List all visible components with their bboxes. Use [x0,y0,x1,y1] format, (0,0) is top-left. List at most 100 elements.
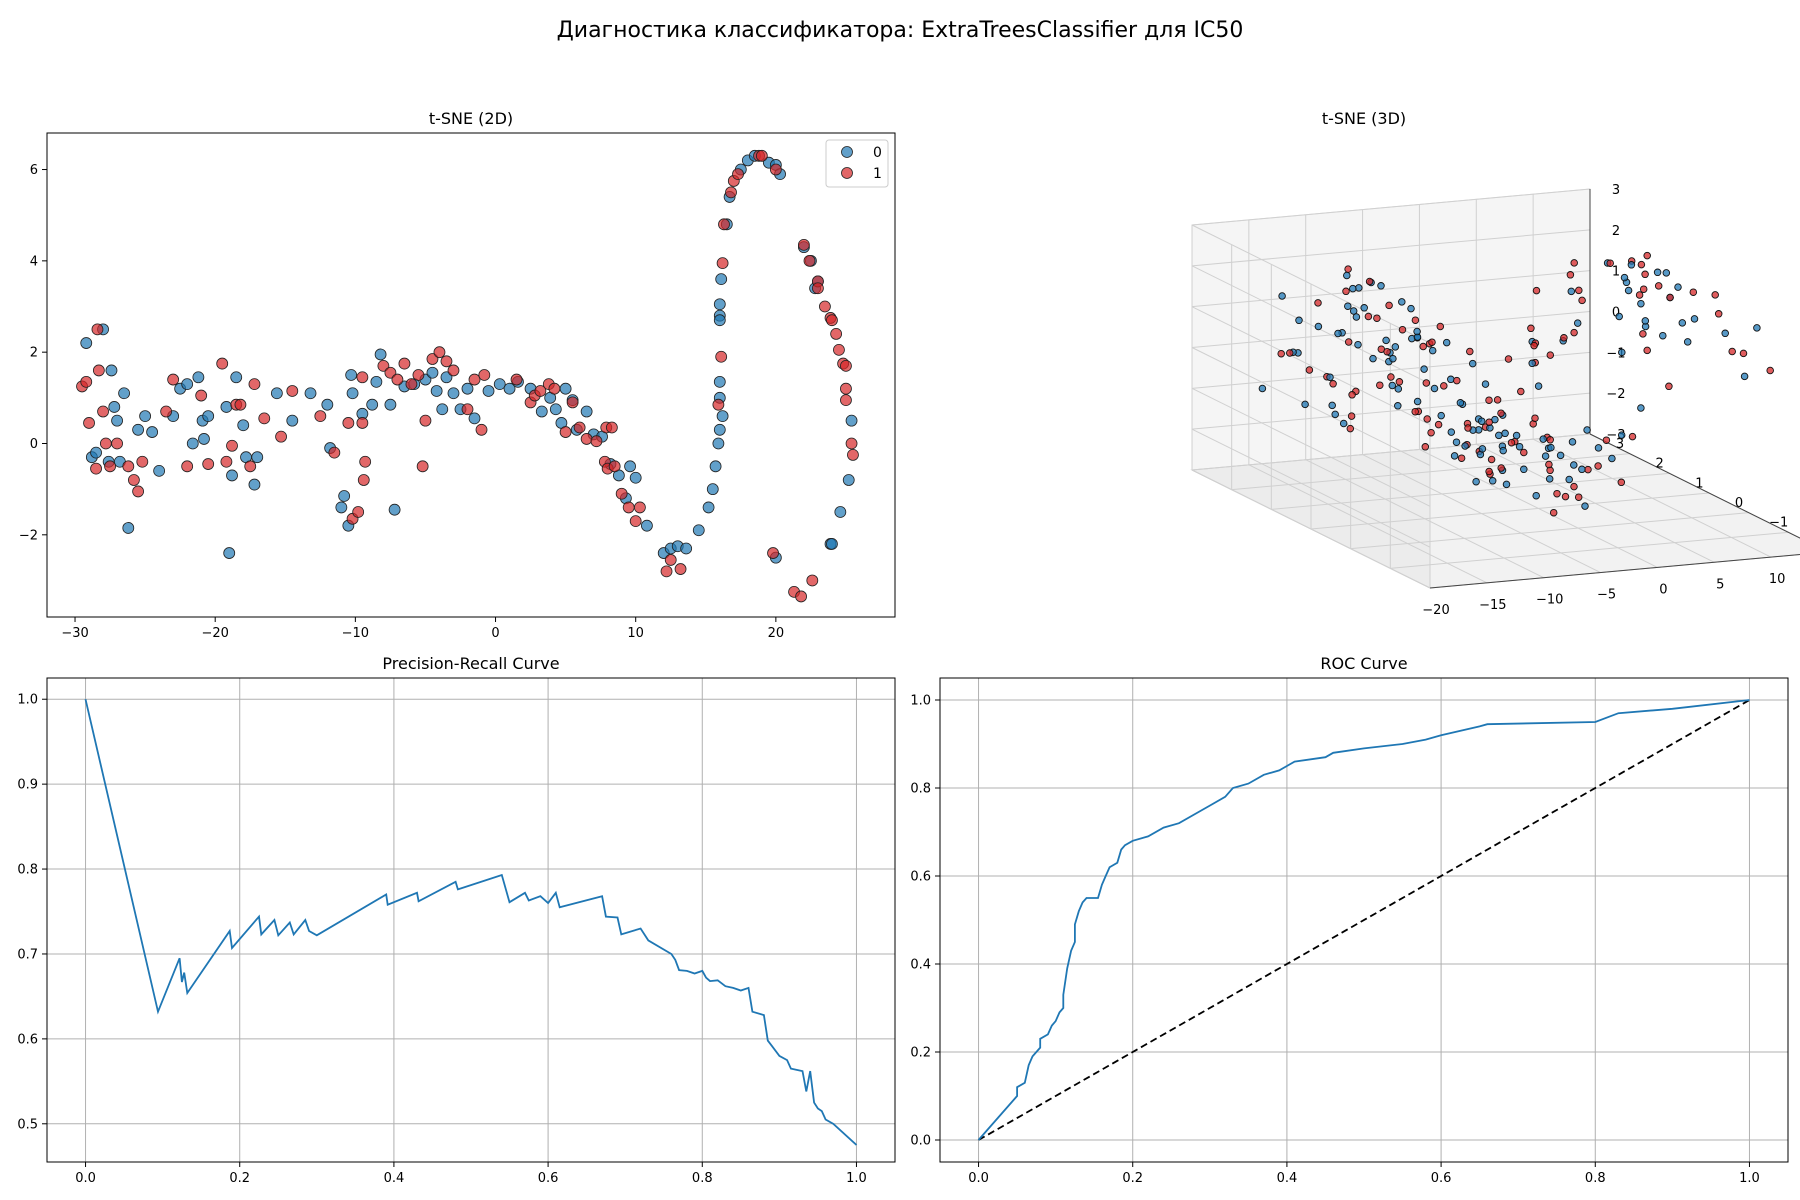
scatter-point-3d [1326,373,1334,381]
scatter-point-class-0 [223,547,236,559]
scatter-point-class-1 [548,382,561,395]
scatter-point-3d [1527,324,1535,333]
scatter-point-class-0 [286,414,299,427]
scatter-point-class-1 [674,563,687,575]
scatter-point-3d [1344,265,1352,273]
scatter-point-class-0 [713,298,726,311]
scatter-point-3d [1507,438,1516,447]
scatter-point-3d [1517,387,1525,396]
scatter-point-class-0 [139,410,152,422]
scatter-point-class-0 [715,273,728,286]
scatter-point-class-0 [181,378,194,391]
scatter-point-3d [1466,347,1474,356]
scatter-point-3d [1346,424,1355,433]
scatter-point-class-0 [709,460,722,473]
scatter-point-3d [1520,465,1528,474]
scatter-point-3d [1541,452,1550,460]
scatter-point-3d [1495,431,1503,440]
scatter-point-3d [1347,412,1356,420]
scatter-point-3d [1420,365,1428,373]
scatter-point-3d [1753,324,1761,332]
scatter-point-3d [1354,340,1362,349]
scatter-point-3d [1639,285,1648,293]
scatter-point-3d [1389,354,1397,363]
scatter-point-class-1 [566,396,579,409]
x-tick-label: −20 [1422,603,1449,618]
grid-line [1191,351,1591,389]
x-tick-label: 0.6 [1431,1171,1452,1186]
scatter-point-3d [1627,261,1636,269]
scatter-point-class-1 [633,501,646,514]
scatter-point-class-1 [83,417,95,429]
grid-line [1191,433,1591,471]
scatter-point-3d [1501,429,1509,438]
y-tick-label: 0.7 [17,947,38,962]
x-tick-label: 0.2 [1122,1171,1143,1186]
scatter-point-class-1 [258,412,271,425]
scatter-point-3d [1520,448,1528,457]
scatter-point-3d [1456,399,1465,407]
x-tick-label: 0.6 [538,1171,559,1186]
page-title: Диагностика классификатора: ExtraTreesCl… [556,18,1244,43]
scatter-point-class-0 [90,446,102,459]
scatter-point-class-0 [580,405,593,418]
scatter-point-class-0 [366,398,379,411]
scatter-point-3d [1301,400,1309,409]
scatter-point-3d [1457,454,1466,462]
scatter-point-class-1 [226,439,238,452]
tsne3d-title: t-SNE (3D) [1322,109,1406,128]
grid-line [1191,224,1431,344]
x-tick-label: 0 [1659,582,1667,597]
y-tick-label: 0 [30,437,38,452]
scatter-point-3d [1766,366,1774,375]
scatter-point-3d [1385,301,1393,310]
scatter-point-class-0 [384,398,397,411]
scatter-point-class-0 [111,414,123,427]
z-tick-label: 2 [1612,224,1620,239]
scatter-point-3d [1721,329,1729,338]
scatter-point-3d [1641,317,1650,325]
scatter-point-3d [1331,410,1339,419]
x-tick-label: −15 [1479,598,1506,613]
x-tick-label: 1.0 [1739,1171,1760,1186]
grid-line [1271,472,1670,510]
scatter-point-class-1 [111,437,123,450]
x-tick-label: 0.8 [1585,1171,1606,1186]
scatter-point-class-0 [535,405,548,418]
x-tick-label: 0.8 [692,1171,713,1186]
scatter-point-class-1 [718,218,730,231]
scatter-point-3d [1556,451,1565,460]
scatter-point-3d [1539,435,1547,443]
scatter-point-class-1 [755,149,768,162]
scatter-point-3d [1637,260,1646,269]
scatter-point-3d [1485,396,1493,404]
scatter-point-3d [1581,502,1589,510]
scatter-point-class-1 [590,435,603,448]
scatter-point-class-0 [118,387,130,400]
scatter-point-3d [1549,508,1558,517]
scatter-point-3d [1573,319,1582,327]
scatter-point-class-1 [104,460,116,473]
scatter-point-class-1 [447,364,460,377]
scatter-point-3d [1440,382,1448,390]
scatter-point-class-1 [769,163,782,176]
scatter-point-3d [1355,284,1363,292]
scatter-point-class-1 [216,357,229,370]
scatter-point-class-0 [482,385,495,397]
y-tick-label: 0.0 [910,1134,931,1149]
scatter-point-3d [1567,287,1576,296]
scatter-point-3d [1487,455,1496,464]
scatter-point-3d [1295,316,1303,325]
scatter-point-3d [1428,338,1436,346]
scatter-point-class-0 [468,412,481,425]
scatter-point-3d [1258,384,1267,393]
scatter-point-3d [1639,330,1647,338]
scatter-point-3d [1534,382,1543,390]
scatter-point-class-0 [321,398,334,411]
scatter-point-class-1 [461,403,474,416]
scatter-point-3d [1447,375,1455,384]
chance-diagonal-line [978,699,1750,1141]
scatter-point-class-1 [234,398,247,411]
